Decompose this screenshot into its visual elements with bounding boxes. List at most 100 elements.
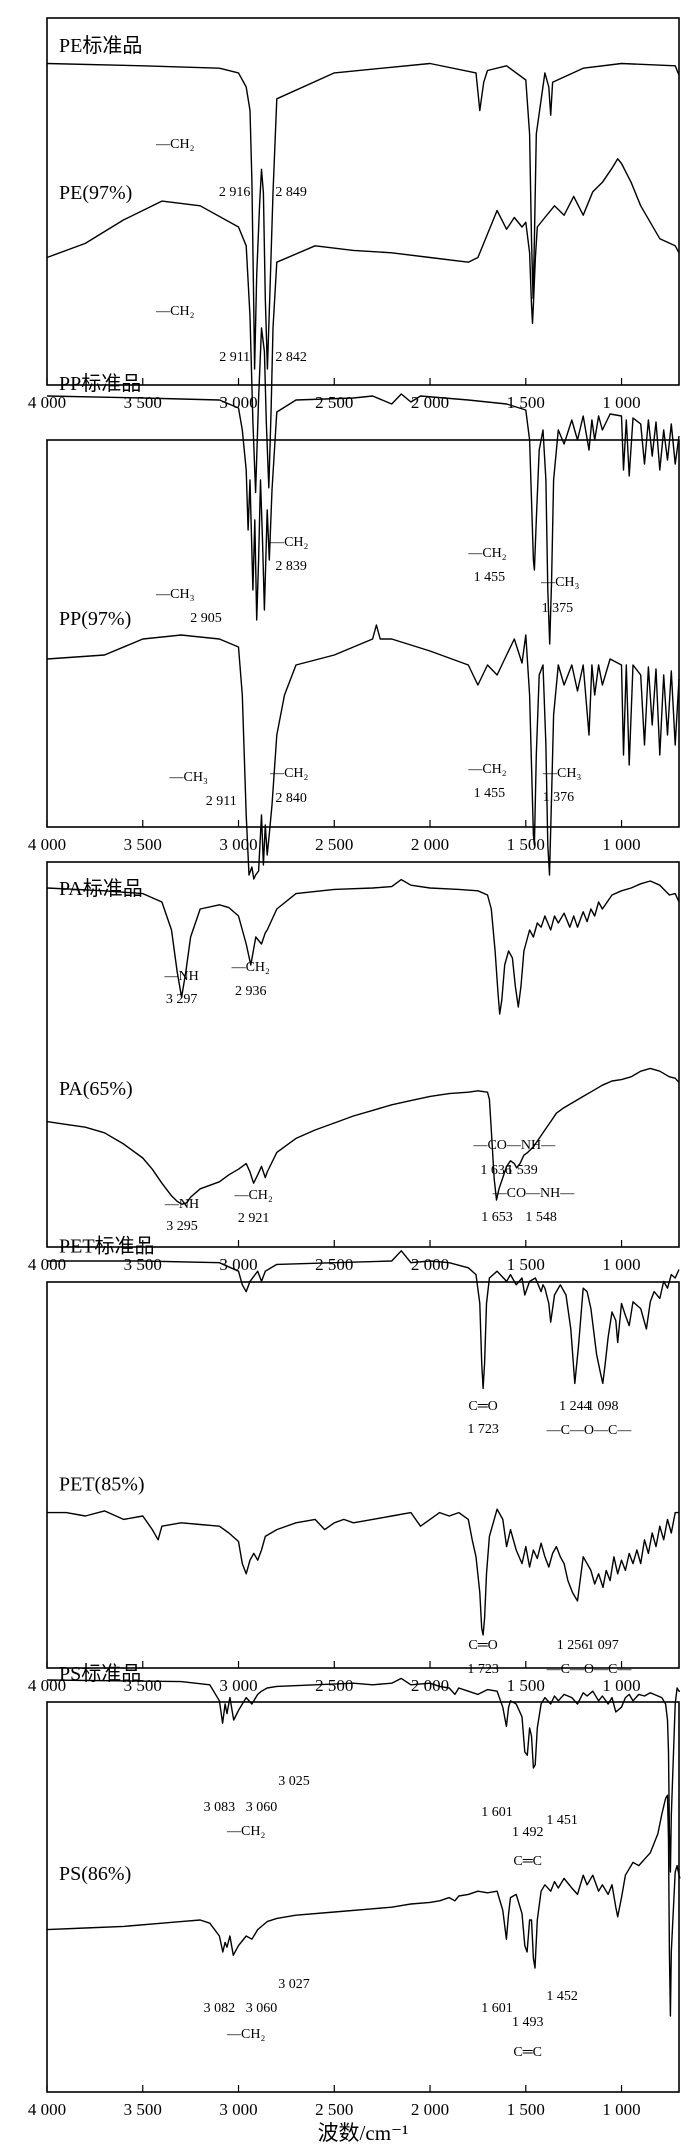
peak-annotation: 2 916 <box>219 185 251 200</box>
panel-frame-2 <box>46 439 680 828</box>
peak-annotation: 1 097 <box>587 1638 619 1653</box>
x-tick-label: 1 500 <box>507 393 545 412</box>
peak-annotation: 3 027 <box>278 1977 310 1992</box>
series-line-3-1 <box>46 878 680 1015</box>
x-tick-label: 2 000 <box>411 1676 449 1695</box>
peak-annotation: 2 921 <box>238 1211 270 1226</box>
peak-annotation: —C—O—C— <box>546 1423 633 1438</box>
peak-annotation: 1 601 <box>481 2001 513 2016</box>
peak-annotation: —NH <box>164 1197 199 1212</box>
peak-annotation: 1 653 <box>481 1210 513 1225</box>
series-line-3-2 <box>46 1067 680 1205</box>
peak-annotation: —CH₂ <box>155 304 194 319</box>
peak-annotation: —CH₃ <box>542 766 581 781</box>
x-tick-label: 2 000 <box>411 1255 449 1274</box>
peak-annotation: —NH <box>164 969 199 984</box>
peak-annotation: 1 493 <box>512 2015 544 2030</box>
series-label: PA(65%) <box>59 1078 133 1100</box>
peak-annotation: 1 375 <box>542 601 574 616</box>
x-tick-label: 1 000 <box>602 1676 640 1695</box>
peak-annotation: —CH₂ <box>467 762 506 777</box>
x-tick-label: 4 000 <box>28 835 66 854</box>
series-label: PP标准品 <box>59 372 141 395</box>
x-tick-label: 1 500 <box>507 835 545 854</box>
series-line-5-2 <box>46 1794 681 2017</box>
peak-annotation: 3 083 <box>204 1800 236 1815</box>
x-tick-label: 2 500 <box>315 2100 353 2119</box>
peak-annotation: 3 082 <box>204 2001 236 2016</box>
peak-annotation: C═C <box>513 1854 542 1869</box>
series-line-1-2 <box>46 158 680 494</box>
x-tick-label: 1 000 <box>602 2100 640 2119</box>
peak-annotation: —CH₂ <box>231 960 270 975</box>
peak-annotation: —CH₂ <box>226 1824 265 1839</box>
peak-annotation: —CH₂ <box>269 766 308 781</box>
x-tick-label: 4 000 <box>28 2100 66 2119</box>
peak-annotation: 2 911 <box>219 350 250 365</box>
peak-annotation: 2 840 <box>275 791 307 806</box>
peak-annotation: 2 842 <box>275 350 307 365</box>
peak-annotation: —CH₃ <box>155 587 194 602</box>
peak-annotation: 1 548 <box>525 1210 557 1225</box>
peak-annotation: 1 539 <box>506 1163 538 1178</box>
peak-annotation: 1 244 <box>559 1399 591 1414</box>
peak-annotation: —CH₂ <box>226 2027 265 2042</box>
x-tick-label: 4 000 <box>28 1255 66 1274</box>
x-tick-label: 2 000 <box>411 835 449 854</box>
series-line-2-2 <box>46 624 680 880</box>
peak-annotation: 2 936 <box>235 984 267 999</box>
peak-annotation: 1 452 <box>546 1989 578 2004</box>
peak-annotation: 3 025 <box>278 1774 310 1789</box>
series-label: PET(85%) <box>59 1474 145 1496</box>
peak-annotation: C═C <box>513 2045 542 2060</box>
peak-annotation: 3 060 <box>246 1800 278 1815</box>
peak-annotation: —CH₂ <box>467 546 506 561</box>
x-tick-label: 1 500 <box>507 1255 545 1274</box>
peak-annotation: 1 455 <box>474 570 506 585</box>
x-tick-label: 1 000 <box>602 835 640 854</box>
x-tick-label: 3 500 <box>124 1255 162 1274</box>
panel-frame-5 <box>46 1701 680 2093</box>
peak-annotation: 2 849 <box>275 185 307 200</box>
x-tick-label: 2 500 <box>315 835 353 854</box>
peak-annotation: 1 601 <box>481 1805 513 1820</box>
x-tick-label: 3 000 <box>219 1255 257 1274</box>
series-line-1-1 <box>46 62 680 370</box>
series-line-4-2 <box>47 1508 679 1636</box>
peak-annotation: 2 911 <box>206 794 237 809</box>
series-label: PE(97%) <box>59 182 132 204</box>
series-line-5-1 <box>46 1677 680 1873</box>
peak-annotation: 1 723 <box>467 1422 499 1437</box>
peak-annotation: C═O <box>468 1399 497 1414</box>
series-label: PET标准品 <box>59 1235 155 1258</box>
x-tick-label: 2 500 <box>315 393 353 412</box>
series-line-2-1 <box>46 393 680 645</box>
x-tick-label: 2 500 <box>315 1255 353 1274</box>
peak-annotation: 3 060 <box>246 2001 278 2016</box>
peak-annotation: 1 723 <box>467 1662 499 1677</box>
x-tick-label: 2 000 <box>411 2100 449 2119</box>
panel-frame-3 <box>46 861 680 1248</box>
peak-annotation: 1 376 <box>543 790 575 805</box>
x-tick-label: 1 500 <box>507 1676 545 1695</box>
peak-annotation: C═O <box>468 1638 497 1653</box>
x-tick-label: 2 500 <box>315 1676 353 1695</box>
peak-annotation: 1 098 <box>587 1399 619 1414</box>
x-tick-label: 1 000 <box>602 393 640 412</box>
series-line-4-1 <box>47 1250 680 1390</box>
series-label: PP(97%) <box>59 608 131 630</box>
series-label: PA标准品 <box>59 877 143 900</box>
peak-annotation: 1 256 <box>557 1638 589 1653</box>
peak-annotation: 2 839 <box>275 559 307 574</box>
x-tick-label: 4 000 <box>28 393 66 412</box>
peak-annotation: 3 297 <box>166 992 198 1007</box>
x-tick-label: 3 000 <box>219 393 257 412</box>
series-label: PE标准品 <box>59 34 142 57</box>
x-tick-label: 3 500 <box>124 835 162 854</box>
panel-frame-4 <box>46 1281 680 1669</box>
x-tick-label: 1 500 <box>507 2100 545 2119</box>
peak-annotation: —CH₃ <box>540 575 579 590</box>
peak-annotation: —CH₃ <box>169 770 208 785</box>
peak-annotation: 1 636 <box>480 1163 512 1178</box>
